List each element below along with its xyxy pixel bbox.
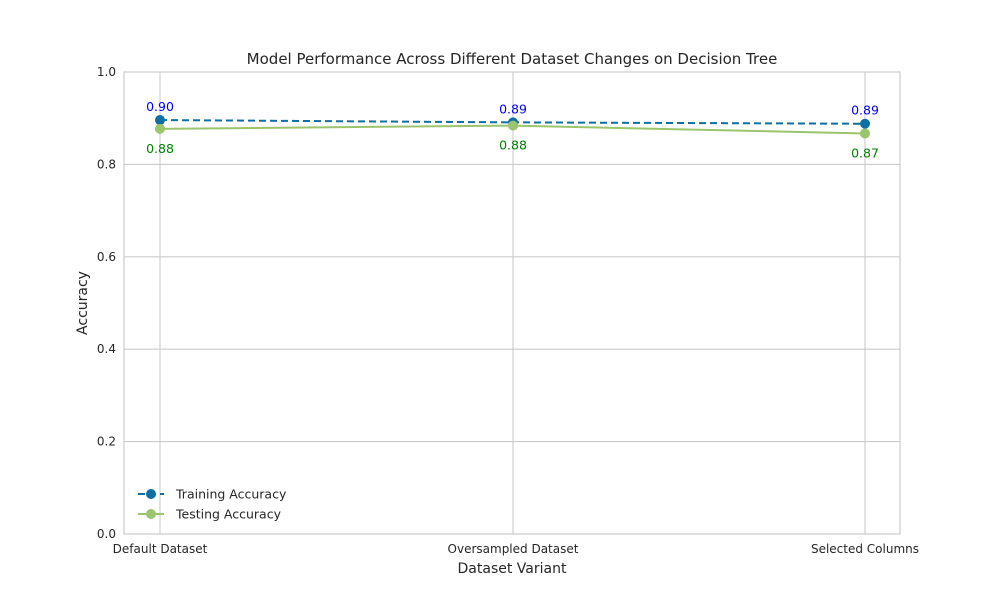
data-label: 0.89 [499,101,527,116]
x-tick-label: Oversampled Dataset [448,542,579,556]
y-tick-label: 0.2 [97,435,116,449]
data-label: 0.88 [146,141,174,156]
series [155,115,870,139]
legend-label: Training Accuracy [175,487,287,502]
legend: Training Accuracy Testing Accuracy [138,487,287,522]
y-ticks: 0.0 0.2 0.4 0.6 0.8 1.0 [97,65,116,541]
data-point [155,115,165,126]
data-label: 0.89 [851,103,879,118]
data-point [155,123,165,134]
data-point [860,128,870,139]
y-axis-label: Accuracy [75,271,91,335]
plot-frame [123,71,901,535]
x-ticks: Default Dataset Oversampled Dataset Select… [113,542,919,556]
data-labels: 0.90 0.89 0.89 0.88 0.88 0.87 [146,99,879,160]
legend-label: Testing Accuracy [175,507,282,522]
x-axis-label: Dataset Variant [458,561,567,577]
x-tick-label: Default Dataset [113,542,208,556]
legend-marker [146,489,156,499]
chart-title: Model Performance Across Different Datas… [247,50,778,68]
data-label: 0.90 [146,99,174,114]
y-tick-label: 0.8 [97,157,116,171]
y-tick-label: 0.6 [97,250,116,264]
y-tick-label: 0.0 [97,527,116,541]
y-tick-label: 1.0 [97,65,116,79]
y-tick-label: 0.4 [97,342,116,356]
legend-marker [146,509,156,519]
data-point [508,120,518,131]
grid [124,72,900,534]
x-tick-label: Selected Columns [811,542,919,556]
data-label: 0.88 [499,138,527,153]
data-point [860,118,870,129]
data-label: 0.87 [851,145,879,160]
